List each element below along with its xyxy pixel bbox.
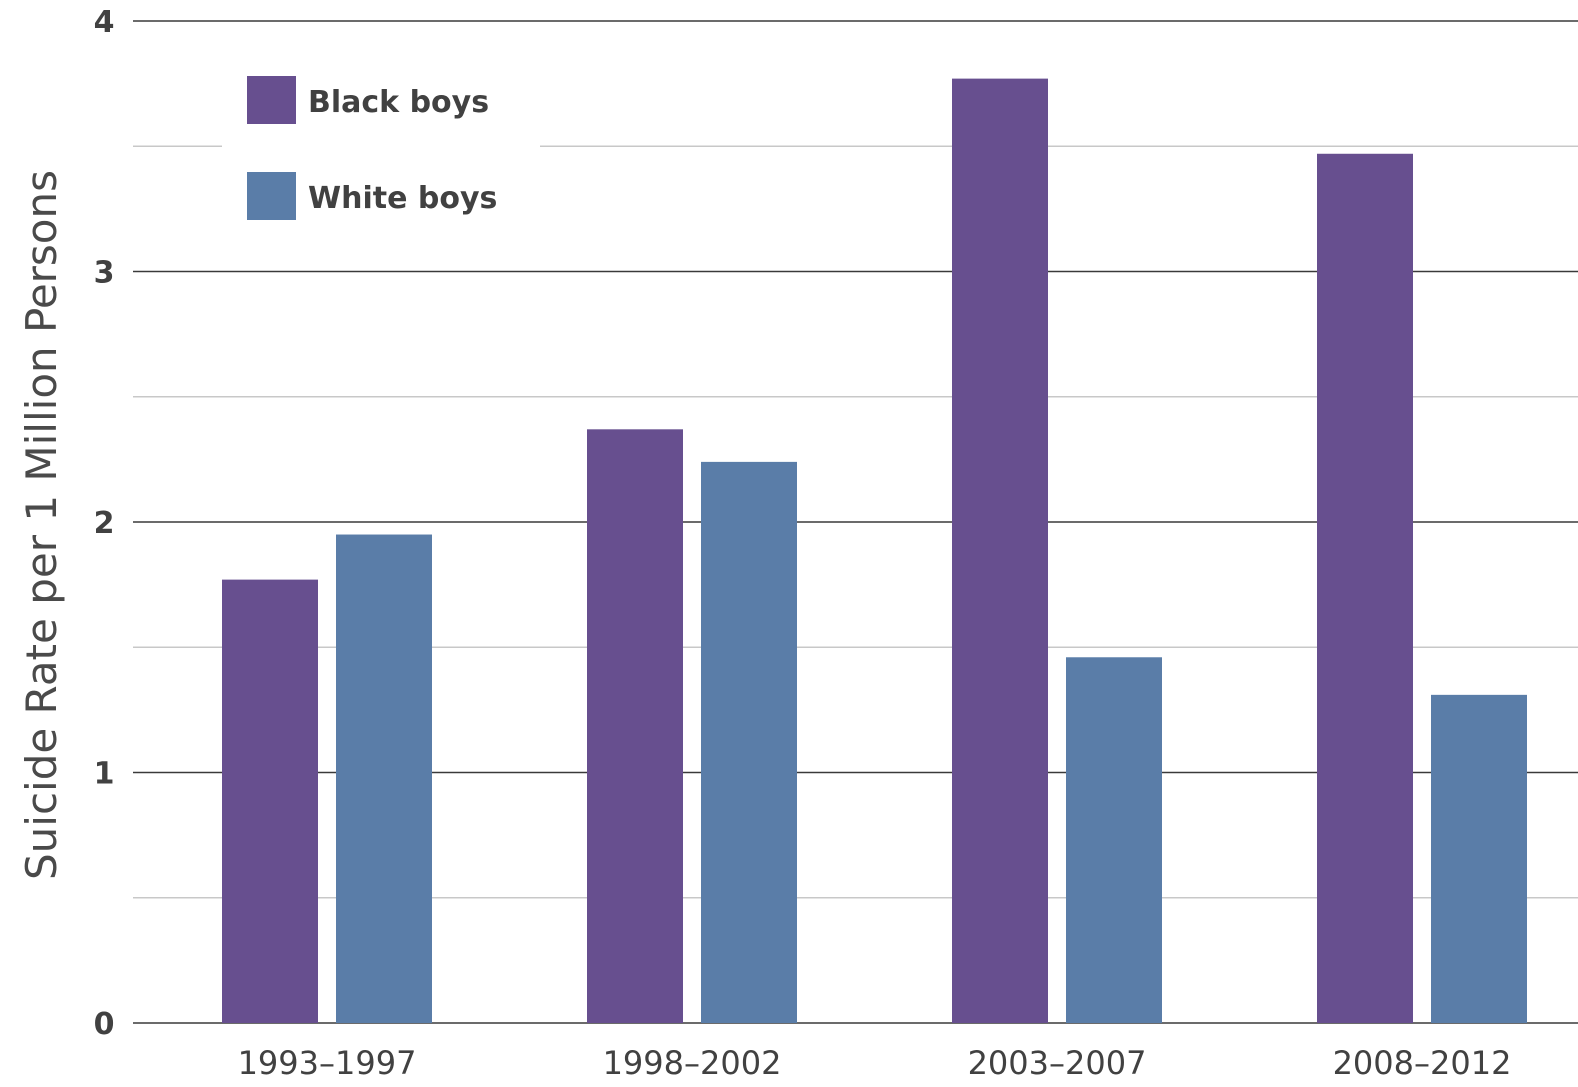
legend-swatch (247, 76, 296, 124)
y-tick-label: 3 (94, 256, 115, 291)
bar-white-boys (336, 534, 432, 1023)
legend-label: Black boys (308, 85, 489, 120)
bars (222, 78, 1527, 1024)
x-axis-labels: 1993–1997 1998–2002 2003–2007 2008–2012 (238, 1044, 1512, 1082)
legend-swatch (247, 172, 296, 220)
bar-white-boys (1066, 657, 1162, 1023)
y-tick-label: 4 (94, 5, 115, 40)
bar-black-boys (1317, 153, 1413, 1023)
y-tick-label: 1 (94, 757, 115, 792)
y-axis-ticks: 0 1 2 3 4 (94, 5, 115, 1042)
x-category-label: 2008–2012 (1333, 1044, 1512, 1082)
bar-white-boys (701, 461, 797, 1023)
bar-black-boys (952, 78, 1048, 1024)
x-category-label: 1993–1997 (238, 1044, 417, 1082)
x-category-label: 2003–2007 (968, 1044, 1147, 1082)
y-tick-label: 0 (94, 1007, 115, 1042)
bar-black-boys (587, 429, 683, 1023)
bar-black-boys (222, 579, 318, 1023)
y-tick-label: 2 (94, 506, 115, 541)
y-axis-title: Suicide Rate per 1 Million Persons (17, 170, 66, 880)
bar-white-boys (1431, 694, 1527, 1023)
legend: Black boys White boys (222, 50, 540, 246)
x-category-label: 1998–2002 (603, 1044, 782, 1082)
legend-label: White boys (308, 181, 497, 216)
